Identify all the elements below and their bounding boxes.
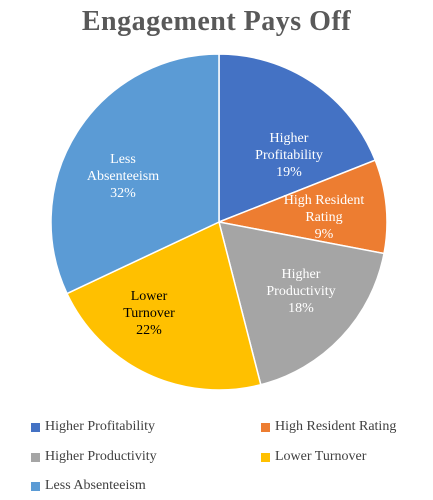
data-label-turnover: Lower Turnover 22% xyxy=(123,289,175,338)
legend-label: Higher Profitability xyxy=(45,419,156,434)
data-label-absenteeism: Less Absenteeism 32% xyxy=(87,152,159,201)
legend-item-profitability: Higher Profitability xyxy=(31,419,155,435)
legend-swatch xyxy=(31,422,40,432)
legend-item-absenteeism: Less Absenteeism xyxy=(31,478,146,494)
pie-slice-resident-rating xyxy=(216,159,388,255)
legend-item-resident-rating: High Resident Rating xyxy=(261,419,396,435)
data-label-productivity: Higher Productivity 18% xyxy=(266,267,335,316)
legend-label: Less Absenteeism xyxy=(45,478,146,493)
legend-label: Higher Productivity xyxy=(45,449,157,464)
legend-item-productivity: Higher Productivity xyxy=(31,449,157,465)
chart-title: Engagement Pays Off xyxy=(81,6,352,37)
legend-label: High Resident Rating xyxy=(275,419,397,434)
legend-swatch xyxy=(31,481,40,491)
data-label-resident-rating: High Resident Rating 9% xyxy=(284,193,365,242)
pie-slice-turnover xyxy=(65,220,262,391)
legend-swatch xyxy=(261,422,270,432)
data-label-profitability: Higher Profitability 19% xyxy=(255,131,323,180)
legend-swatch xyxy=(261,452,270,462)
legend-item-turnover: Lower Turnover xyxy=(261,449,366,465)
pie-slice-profitability xyxy=(218,53,377,224)
pie-slice-productivity xyxy=(217,221,385,386)
legend-label: Lower Turnover xyxy=(275,449,367,464)
legend-swatch xyxy=(31,452,40,462)
pie-slice-absenteeism xyxy=(50,53,220,295)
